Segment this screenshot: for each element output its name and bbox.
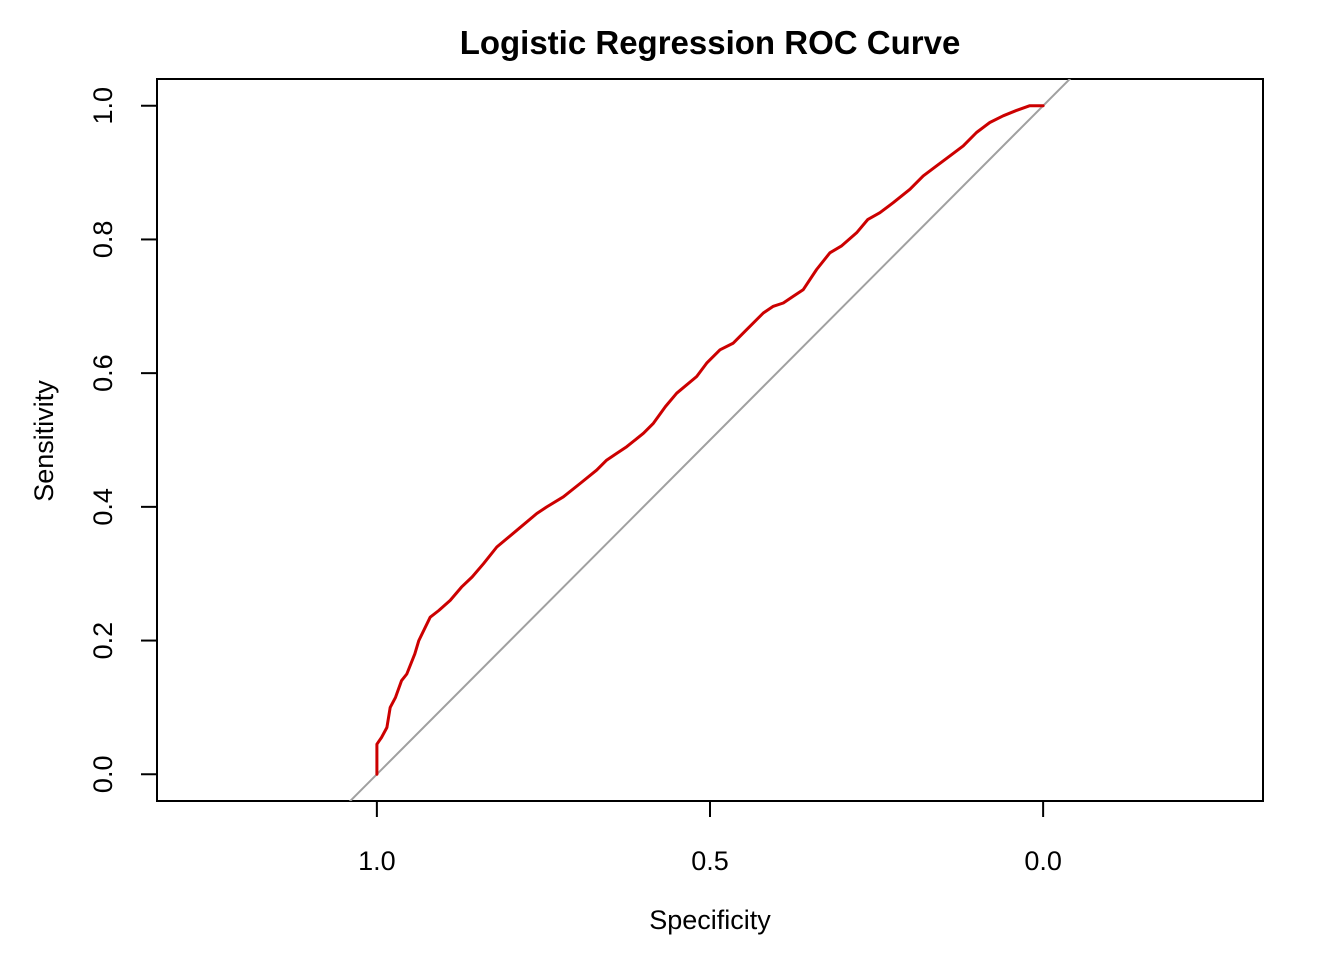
roc-curve-line (375, 104, 1045, 776)
y-tick-label: 0.4 (88, 488, 118, 526)
x-axis-label: Specificity (649, 905, 771, 935)
y-tick-label: 0.6 (88, 354, 118, 392)
y-axis-label: Sensitivity (29, 380, 59, 502)
chart-title: Logistic Regression ROC Curve (460, 24, 961, 61)
x-tick-label: 0.5 (691, 846, 729, 876)
y-tick-label: 0.8 (88, 221, 118, 259)
x-tick-label: 1.0 (358, 846, 396, 876)
x-tick-label: 0.0 (1024, 846, 1062, 876)
y-tick-label: 1.0 (88, 87, 118, 125)
reference-diagonal-line (348, 79, 1072, 801)
y-tick-label: 0.0 (88, 756, 118, 794)
y-tick-label: 0.2 (88, 622, 118, 660)
